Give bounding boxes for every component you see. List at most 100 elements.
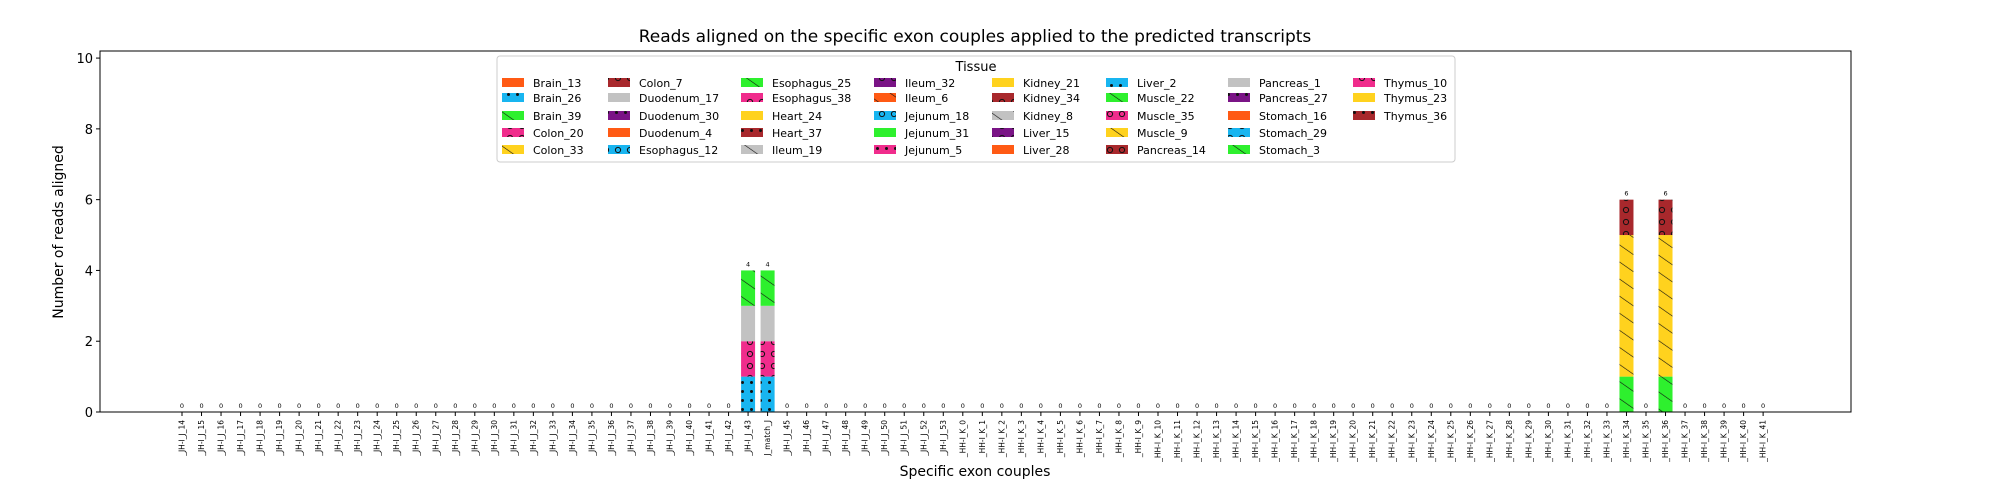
x-tick-label: _JH-I_J_31 xyxy=(509,420,518,457)
legend-label: Kidney_8 xyxy=(1023,110,1073,123)
total-label: 0 xyxy=(1039,402,1043,410)
x-tick-label: _HH-I_K_26 xyxy=(1466,420,1475,463)
x-tick-label: _JH-I_J_45 xyxy=(783,420,792,457)
legend-entry: Muscle_22 xyxy=(1106,92,1195,105)
legend-swatch xyxy=(874,93,896,102)
total-label: 0 xyxy=(473,402,477,410)
x-tick-label: _HH-I_K_3 xyxy=(1017,420,1026,458)
x-tick-label: _HH-I_K_33 xyxy=(1602,420,1611,463)
total-label: 0 xyxy=(629,402,633,410)
bar-segment xyxy=(1619,199,1634,236)
legend-label: Muscle_22 xyxy=(1137,92,1195,105)
legend-entry: Kidney_21 xyxy=(992,77,1080,90)
x-tick-label: _JH-I_J_34 xyxy=(568,420,577,457)
x-tick-label: _HH-I_K_16 xyxy=(1271,420,1280,463)
total-label: 0 xyxy=(1390,402,1394,410)
total-label: 4 xyxy=(766,260,770,268)
legend-entry: Stomach_16 xyxy=(1228,110,1327,123)
plot-frame xyxy=(99,50,1852,413)
total-label: 0 xyxy=(1742,402,1746,410)
legend-label: Pancreas_27 xyxy=(1259,92,1328,105)
legend-entry: Jejunum_31 xyxy=(874,127,969,140)
legend-frame xyxy=(496,55,1456,163)
legend-swatch xyxy=(874,111,896,120)
legend-label: Heart_37 xyxy=(772,127,822,140)
x-tick-label: _JH-I_J_49 xyxy=(861,420,870,457)
x-tick-label: _JH-I_J_24 xyxy=(373,420,382,457)
legend-label: Jejunum_5 xyxy=(904,144,962,157)
x-tick-label: _JH-I_J_16 xyxy=(217,420,226,457)
total-label: 0 xyxy=(453,402,457,410)
total-label: 0 xyxy=(726,402,730,410)
y-axis-label: Number of reads aligned xyxy=(51,145,67,319)
legend-swatch xyxy=(741,111,763,120)
legend-entry: Ileum_6 xyxy=(874,92,948,105)
legend-label: Brain_39 xyxy=(533,110,581,123)
legend-swatch xyxy=(1106,145,1128,154)
x-tick-label: _HH-I_K_31 xyxy=(1563,420,1572,463)
bar-segment xyxy=(741,376,756,412)
total-label: 0 xyxy=(395,402,399,410)
bar-segment xyxy=(741,270,756,306)
total-label: 0 xyxy=(1312,402,1316,410)
total-label: 0 xyxy=(1293,402,1297,410)
legend-swatch xyxy=(608,145,630,154)
bar-segment xyxy=(760,376,775,412)
total-label: 0 xyxy=(570,402,574,410)
x-tick-label: _JH-I_J_50 xyxy=(880,420,889,457)
legend-label: Kidney_21 xyxy=(1023,77,1080,90)
bar-segment xyxy=(1619,376,1634,412)
x-tick-label: _JH-I_J_47 xyxy=(822,420,831,457)
legend-label: Ileum_32 xyxy=(905,77,955,90)
legend-label: Duodenum_30 xyxy=(639,110,719,123)
legend-label: Heart_24 xyxy=(772,110,822,123)
total-label: 0 xyxy=(238,402,242,410)
x-axis-label: Specific exon couples xyxy=(900,464,1051,480)
legend-entry: Muscle_9 xyxy=(1106,127,1188,140)
total-label: 0 xyxy=(1234,402,1238,410)
x-tick-label: _JH-I_J_28 xyxy=(451,420,460,457)
legend-label: Thymus_23 xyxy=(1383,92,1447,105)
bar-segment xyxy=(1658,376,1673,412)
x-tick-label: _JH-I_J_41 xyxy=(705,420,714,457)
total-label: 0 xyxy=(297,402,301,410)
x-tick-label: _HH-I_K_40 xyxy=(1739,420,1748,463)
legend-entry: Brain_13 xyxy=(502,77,581,90)
x-tick-label: _JH-I_J_38 xyxy=(646,420,655,457)
total-label: 0 xyxy=(1097,402,1101,410)
total-label: 0 xyxy=(1078,402,1082,410)
bar-segment xyxy=(760,270,775,306)
x-tick-label: _JH-I_J_33 xyxy=(548,420,557,457)
legend-entry: Colon_33 xyxy=(502,144,584,157)
legend-entry: Thymus_10 xyxy=(1353,77,1447,90)
bars-layer: 0 0 0 0 0 0 0 0 0 0 0 0 0 0 0 0 0 0 0 0 0 0 0 0 0 0 0 0 0 4 4 0 0 0 0 0 0 0 0 0… xyxy=(180,190,1765,412)
legend-entry: Duodenum_17 xyxy=(608,92,719,105)
legend-entry: Colon_7 xyxy=(608,77,683,90)
legend-entry: Kidney_34 xyxy=(992,92,1080,105)
legend-label: Ileum_6 xyxy=(905,92,948,105)
x-tick-label: _JH-I_J_53 xyxy=(939,420,948,457)
total-label: 0 xyxy=(1175,402,1179,410)
total-label: 0 xyxy=(1546,402,1550,410)
total-label: 0 xyxy=(1410,402,1414,410)
total-label: 0 xyxy=(317,402,321,410)
total-label: 0 xyxy=(434,402,438,410)
total-label: 0 xyxy=(219,402,223,410)
legend-swatch xyxy=(741,93,763,102)
total-label: 0 xyxy=(1702,402,1706,410)
x-tick-label: _HH-I_K_35 xyxy=(1642,420,1651,463)
x-tick-label: _JH-I_J_27 xyxy=(431,420,440,457)
y-tick-label: 10 xyxy=(76,52,93,67)
x-tick-label: _HH-I_K_21 xyxy=(1368,420,1377,463)
legend-label: Pancreas_14 xyxy=(1137,144,1206,157)
legend-entry: Jejunum_5 xyxy=(874,144,962,157)
legend-entry: Brain_26 xyxy=(502,92,581,105)
legend-swatch xyxy=(1228,93,1250,102)
total-label: 0 xyxy=(1761,402,1765,410)
x-tick-label: _JH-I_J_18 xyxy=(256,420,265,457)
y-tick-label: 2 xyxy=(85,335,93,350)
total-label: 0 xyxy=(1254,402,1258,410)
x-tick-label: _JH-I_J_39 xyxy=(666,420,675,457)
total-label: 0 xyxy=(980,402,984,410)
total-label: 0 xyxy=(1117,402,1121,410)
